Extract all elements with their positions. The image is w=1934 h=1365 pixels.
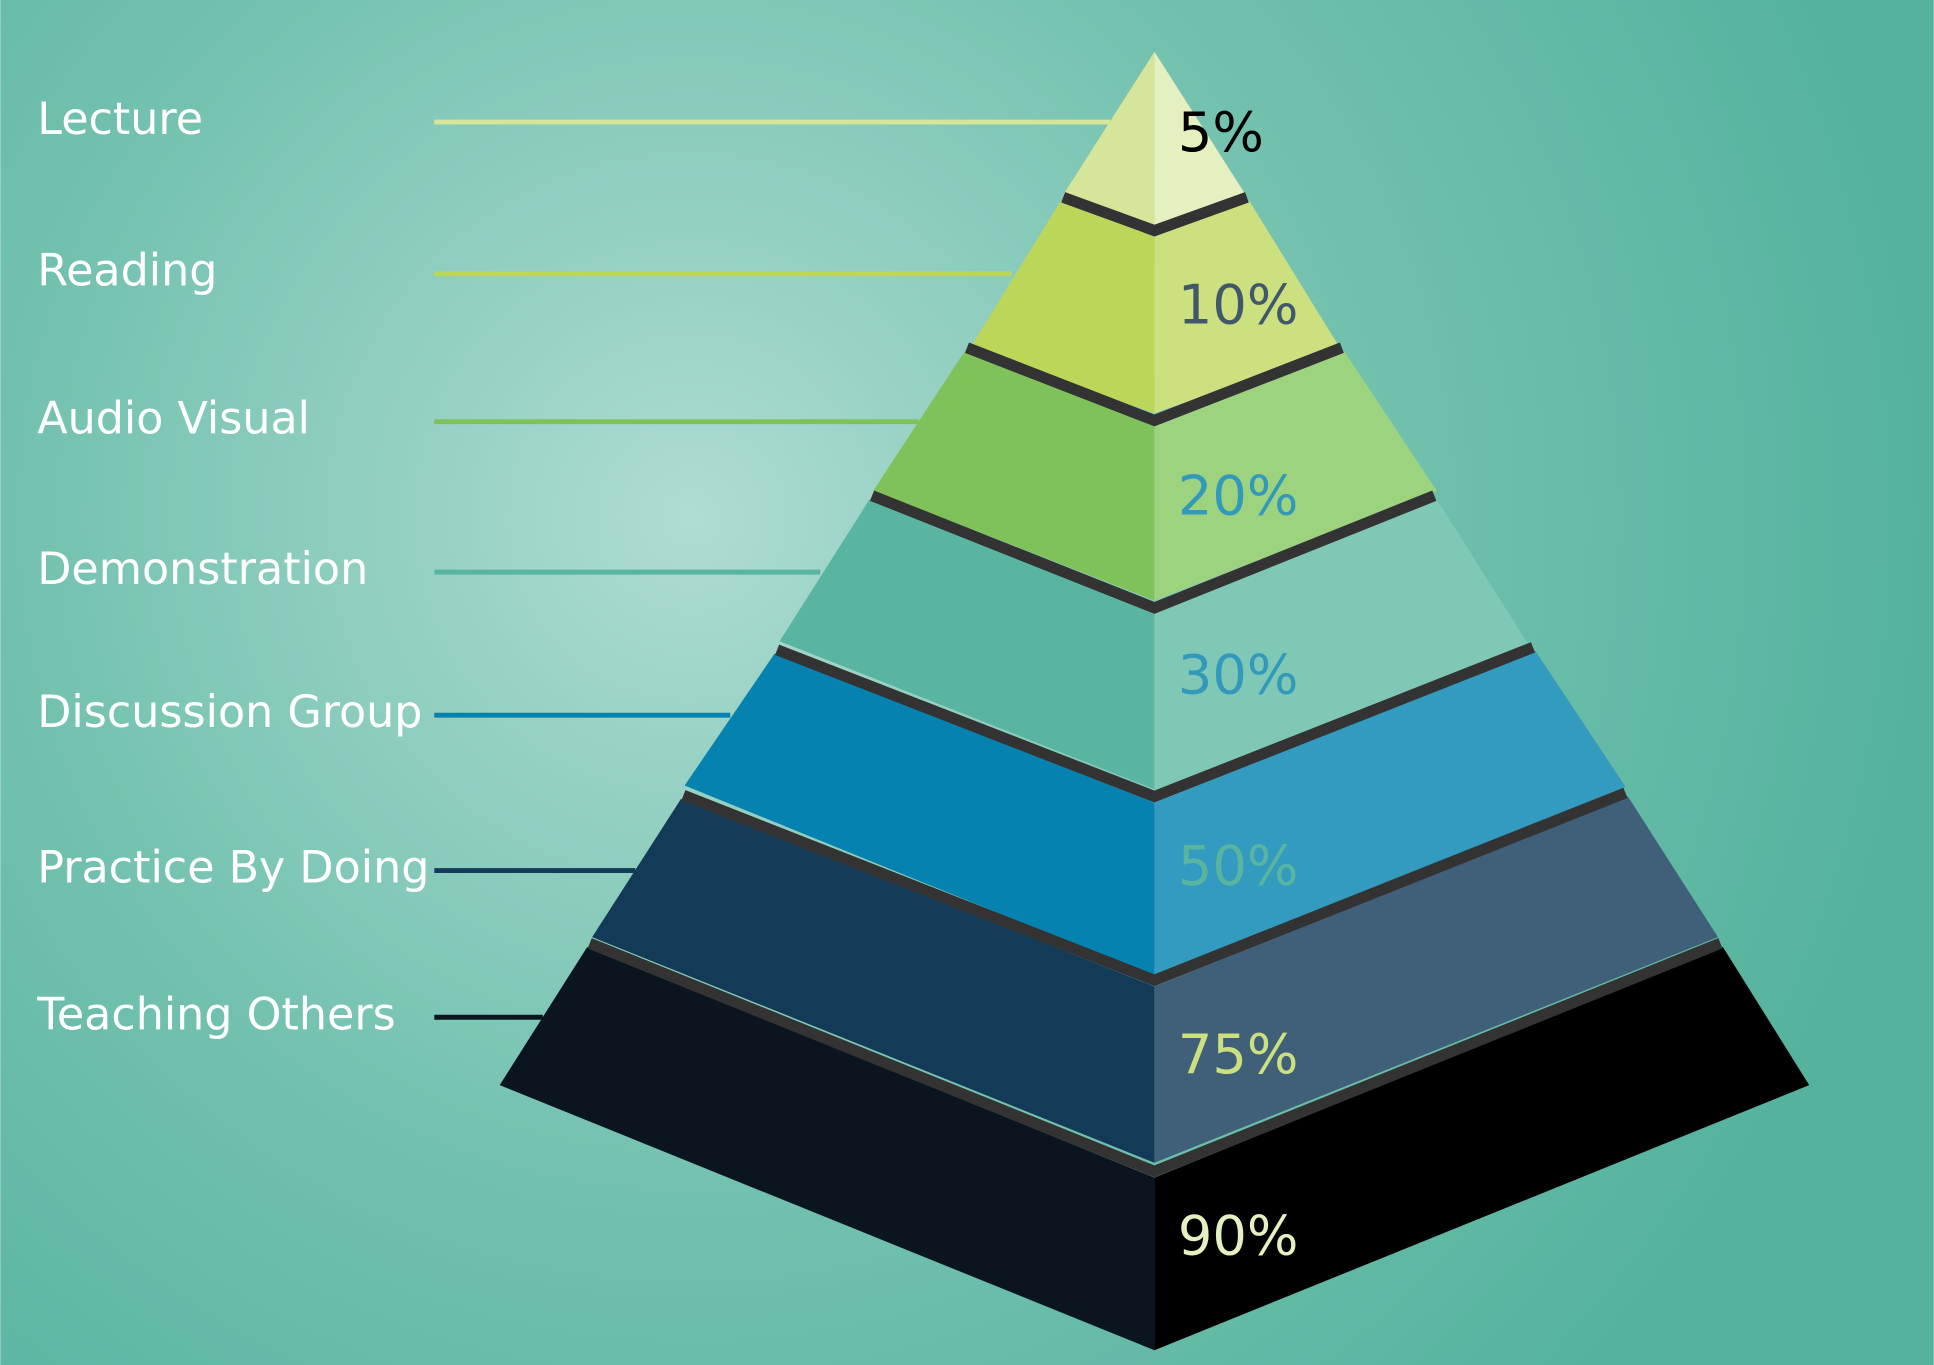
level-percent: 5% [1178, 101, 1264, 164]
pyramid-left-face [499, 946, 1155, 1351]
pyramid-left-face [592, 799, 1155, 1163]
level-label: Demonstration [37, 544, 368, 595]
layer-separator [775, 642, 1536, 803]
level-label: Audio Visual [37, 394, 310, 445]
level-label: Teaching Others [36, 989, 395, 1040]
layer-separator [681, 787, 1628, 987]
level-label: Reading [37, 246, 217, 297]
layer-separator [1061, 192, 1249, 237]
pyramid-right-face [1154, 796, 1718, 1163]
level-percent: 30% [1178, 643, 1299, 706]
pyramid-left-face [1063, 51, 1155, 226]
pyramid-right-face [1154, 51, 1246, 226]
level-label: Discussion Group [37, 687, 422, 738]
level-label: Practice By Doing [37, 843, 429, 894]
pyramid-left-face [779, 499, 1155, 790]
level-label: Lecture [37, 94, 203, 145]
level-percent: 75% [1178, 1023, 1299, 1086]
pyramid-right-face [1154, 499, 1532, 790]
level-percent: 90% [1178, 1204, 1299, 1267]
layer-separator [587, 938, 1723, 1178]
pyramid-left-face [684, 653, 1155, 977]
level-percent: 20% [1178, 465, 1299, 528]
pyramid-right-face [1154, 651, 1626, 977]
pyramid-left-face [969, 200, 1155, 414]
pyramid-right-face [1154, 200, 1341, 414]
level-percent: 10% [1178, 273, 1299, 336]
pyramid-right-face [1154, 351, 1437, 601]
pyramid-right-face [1154, 946, 1810, 1351]
level-percent: 50% [1178, 834, 1299, 897]
layer-separator [964, 342, 1344, 427]
pyramid-left-face [873, 351, 1155, 601]
layer-separator [870, 490, 1437, 614]
